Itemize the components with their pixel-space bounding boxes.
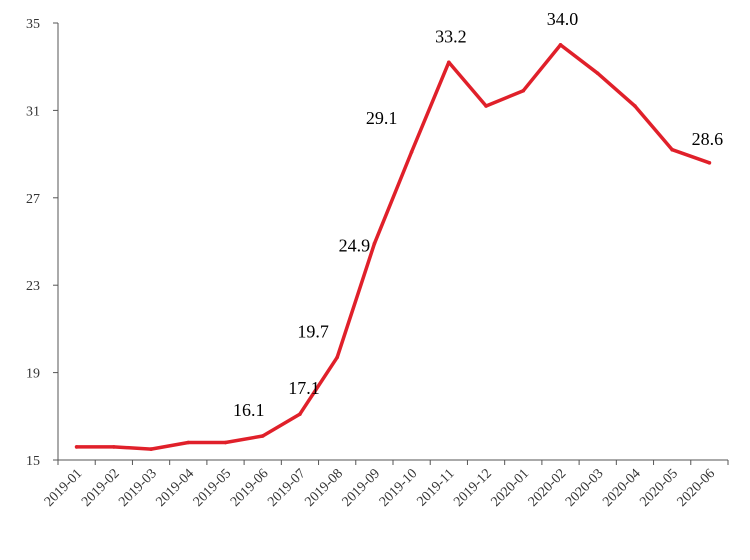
data-point xyxy=(112,445,116,449)
data-point xyxy=(633,104,637,108)
series-group xyxy=(74,43,712,451)
x-tick-label: 2019-07 xyxy=(265,466,309,510)
data-point xyxy=(149,447,153,451)
x-tick-label: 2019-02 xyxy=(79,466,123,510)
data-point xyxy=(74,445,79,449)
x-tick-label: 2020-01 xyxy=(488,466,532,510)
y-axis-ticks: 15 19 23 27 31 35 xyxy=(26,17,58,469)
y-tick-label: 35 xyxy=(26,17,40,32)
x-tick-label: 2020-05 xyxy=(637,466,681,510)
data-point xyxy=(558,43,563,47)
data-label: 17.1 xyxy=(288,378,320,398)
data-point xyxy=(372,241,377,246)
data-label: 28.6 xyxy=(692,129,724,149)
data-point xyxy=(186,440,191,445)
x-tick-label: 2020-06 xyxy=(675,466,719,510)
data-label: 34.0 xyxy=(547,9,579,29)
data-point xyxy=(447,60,451,65)
y-tick-label: 31 xyxy=(26,104,40,119)
data-label: 29.1 xyxy=(366,108,398,128)
x-tick-label: 2020-03 xyxy=(563,466,607,510)
x-tick-label: 2019-09 xyxy=(340,466,384,510)
x-tick-label: 2019-03 xyxy=(116,466,160,510)
x-tick-label: 2020-04 xyxy=(600,466,644,510)
data-point xyxy=(595,71,600,76)
data-point xyxy=(335,355,339,360)
y-tick-label: 23 xyxy=(26,279,40,294)
y-tick-label: 19 xyxy=(26,367,40,382)
series-line xyxy=(74,43,712,451)
x-tick-label: 2019-10 xyxy=(377,466,421,510)
data-label: 33.2 xyxy=(435,26,467,46)
x-tick-label: 2019-06 xyxy=(228,466,272,510)
axes xyxy=(57,23,728,461)
x-axis-ticks: 2019-012019-022019-032019-042019-052019-… xyxy=(42,460,729,510)
data-point xyxy=(223,440,228,445)
data-point xyxy=(260,434,265,438)
data-point xyxy=(409,150,414,154)
x-tick-label: 2019-12 xyxy=(451,466,495,510)
x-tick-label: 2019-05 xyxy=(191,466,235,510)
data-label: 16.1 xyxy=(233,400,265,420)
x-tick-label: 2019-04 xyxy=(153,466,197,510)
data-point xyxy=(521,88,526,93)
data-point xyxy=(484,104,488,108)
data-point xyxy=(707,161,712,165)
x-tick-label: 2019-08 xyxy=(302,466,346,510)
data-point xyxy=(298,412,302,416)
x-tick-label: 2019-11 xyxy=(414,466,457,509)
y-tick-label: 27 xyxy=(26,192,40,207)
x-tick-label: 2020-02 xyxy=(526,466,570,510)
y-tick-label: 15 xyxy=(26,454,40,469)
data-label: 19.7 xyxy=(297,321,329,341)
data-label: 24.9 xyxy=(339,236,371,256)
data-point xyxy=(670,147,674,152)
data-labels: 16.1 17.1 19.7 24.9 29.1 33.2 34.0 28.6 xyxy=(233,9,723,420)
x-tick-label: 2019-01 xyxy=(42,466,86,510)
